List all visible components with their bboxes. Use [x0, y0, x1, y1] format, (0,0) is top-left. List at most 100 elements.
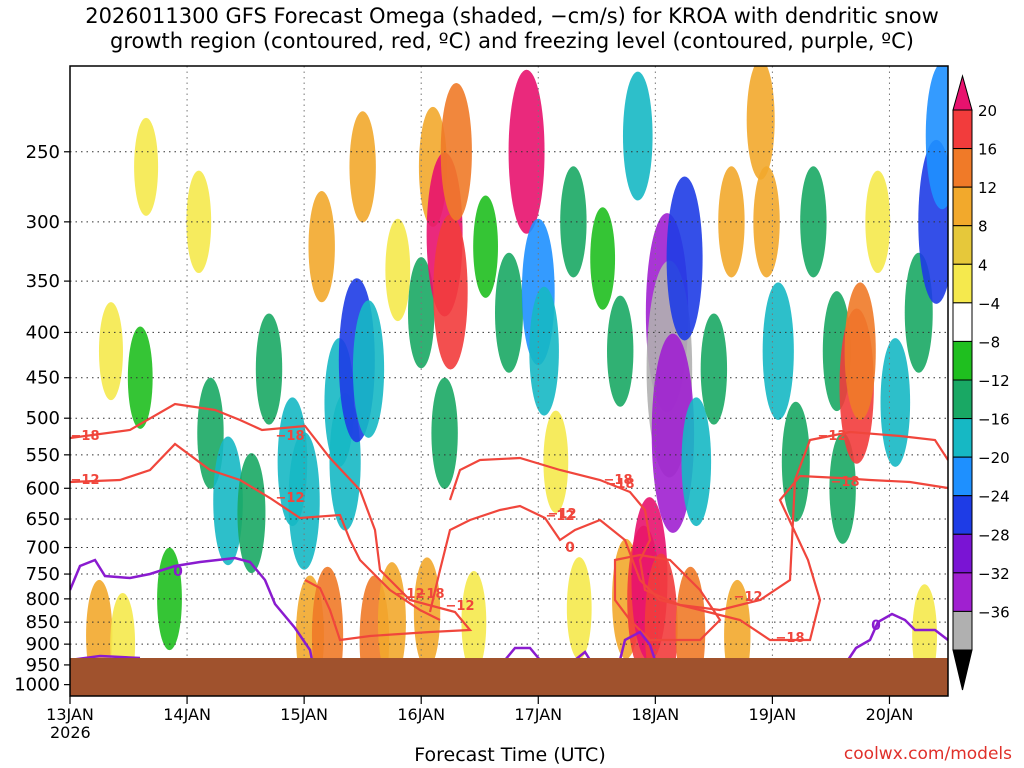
dgz-contour-mid-minus12 — [428, 474, 948, 642]
terrain — [70, 658, 948, 696]
omega-cell — [98, 302, 123, 401]
title-line-1: 2026011300 GFS Forecast Omega (shaded, −… — [85, 4, 939, 28]
omega-cell — [377, 562, 406, 683]
omega-cell — [560, 166, 587, 278]
dgz-contour-label: −12 — [818, 429, 847, 444]
omega-cell — [352, 300, 385, 438]
colorbar-swatch — [952, 379, 973, 420]
colorbar-label: 12 — [978, 179, 997, 197]
colorbar-label: 20 — [978, 102, 997, 120]
y-tick-label: 500 — [26, 408, 60, 429]
y-tick-label: 550 — [26, 445, 60, 466]
dgz-contour-label: −12 — [446, 599, 475, 614]
dgz-contour-minus18 — [70, 402, 473, 642]
freezing-contour-label: 0 — [173, 564, 183, 580]
omega-cell — [529, 286, 559, 416]
omega-cell — [700, 313, 728, 425]
omega-cell — [865, 170, 891, 274]
colorbar-swatch — [952, 225, 973, 265]
x-tick-label: 17JAN — [514, 705, 562, 724]
dgz-contour-minus12 — [70, 442, 441, 621]
y-tick-label: 700 — [26, 538, 60, 559]
dgz-contour-label: −12 — [396, 587, 425, 602]
omega-cell — [213, 436, 243, 566]
plot-frame — [69, 65, 949, 697]
omega-cell — [681, 397, 712, 527]
omega-cell — [349, 111, 376, 223]
colorbar-label: −12 — [978, 372, 1010, 390]
colorbar-label: −16 — [978, 411, 1010, 429]
site-credit[interactable]: coolwx.com/models — [843, 744, 1012, 764]
colorbar-top-cap — [952, 74, 973, 111]
omega-cell — [829, 432, 856, 544]
title-line-2: growth region (contoured, red, ºC) and f… — [110, 29, 914, 53]
omega-cell — [844, 282, 876, 420]
dgz-contour-label: −18 — [416, 587, 445, 602]
dgz-contour-label: −18 — [71, 429, 100, 444]
colorbar-label: −36 — [978, 603, 1010, 621]
contours — [70, 402, 948, 662]
contour-labels: −18−12−18−12−18−12−12−18−12−18−12−18−12−… — [71, 429, 882, 646]
omega-cell — [186, 170, 212, 274]
y-tick-label: 450 — [26, 368, 60, 389]
colorbar-label: −32 — [978, 565, 1010, 583]
colorbar: 20 16 12 8 4 −4 −8 −12 −16 −20 −24 −28 −32 −36 — [952, 74, 1010, 691]
freezing-contour-label: 0 — [871, 618, 881, 634]
omega-cell — [762, 282, 794, 420]
colorbar-swatch — [952, 418, 973, 458]
omega-cell — [607, 295, 634, 407]
dgz-contour-label: −18 — [831, 475, 860, 490]
dgz-contour-label: −12 — [276, 491, 305, 506]
colorbar-swatch — [952, 456, 973, 497]
dgz-contour-label: −18 — [604, 473, 633, 488]
colorbar-label: −24 — [978, 488, 1010, 506]
dgz-contour-label: −18 — [276, 429, 305, 444]
omega-cell — [781, 401, 810, 522]
y-tick-label: 1000 — [14, 675, 60, 696]
colorbar-label: −28 — [978, 526, 1010, 544]
dgz-contour-label: −12 — [546, 509, 575, 524]
colorbar-swatch — [952, 263, 973, 304]
omega-cell — [473, 195, 498, 298]
x-axis: 13JAN 14JAN 15JAN 16JAN 17JAN 18JAN 19JAN 20JAN… — [46, 696, 913, 742]
colorbar-swatch — [952, 109, 973, 150]
omega-cell — [461, 570, 487, 674]
colorbar-label: 8 — [978, 218, 988, 236]
omega-cell — [385, 218, 411, 322]
y-tick-label: 750 — [26, 564, 60, 585]
y-axis: 2503003504004505005506006507007508008509… — [14, 142, 70, 696]
omega-cell — [880, 338, 911, 467]
colorbar-swatch — [952, 533, 973, 574]
y-tick-label: 300 — [26, 212, 60, 233]
omega-cell — [433, 214, 468, 370]
omega-cell — [590, 207, 616, 310]
colorbar-label: −4 — [978, 295, 1000, 313]
dgz-contour-label: −18 — [606, 477, 635, 492]
plot-background — [70, 66, 948, 696]
colorbar-bottom-cap — [952, 649, 973, 691]
y-tick-label: 400 — [26, 322, 60, 343]
colorbar-swatch — [952, 340, 973, 381]
x-tick-label: 15JAN — [280, 705, 328, 724]
y-tick-label: 800 — [26, 589, 60, 610]
x-tick-label: 14JAN — [163, 705, 211, 724]
x-tick-label: 18JAN — [631, 705, 679, 724]
x-tick-year: 2026 — [50, 723, 91, 742]
dgz-contour-label: −12 — [734, 590, 763, 605]
y-tick-label: 350 — [26, 271, 60, 292]
omega-cell — [746, 66, 775, 180]
colorbar-label: −20 — [978, 449, 1010, 467]
omega-cell — [127, 326, 153, 429]
y-tick-label: 650 — [26, 509, 60, 530]
colorbar-swatch — [952, 186, 973, 227]
omega-cell — [308, 191, 335, 303]
omega-cell — [408, 257, 435, 369]
freezing-contour-east — [846, 612, 948, 661]
omega-cell — [666, 176, 703, 341]
dgz-contour-low — [613, 553, 722, 642]
colorbar-swatch — [952, 495, 973, 535]
dgz-contour-mid-minus18 — [448, 430, 948, 612]
colorbar-swatch — [952, 148, 973, 188]
y-tick-label: 850 — [26, 612, 60, 633]
